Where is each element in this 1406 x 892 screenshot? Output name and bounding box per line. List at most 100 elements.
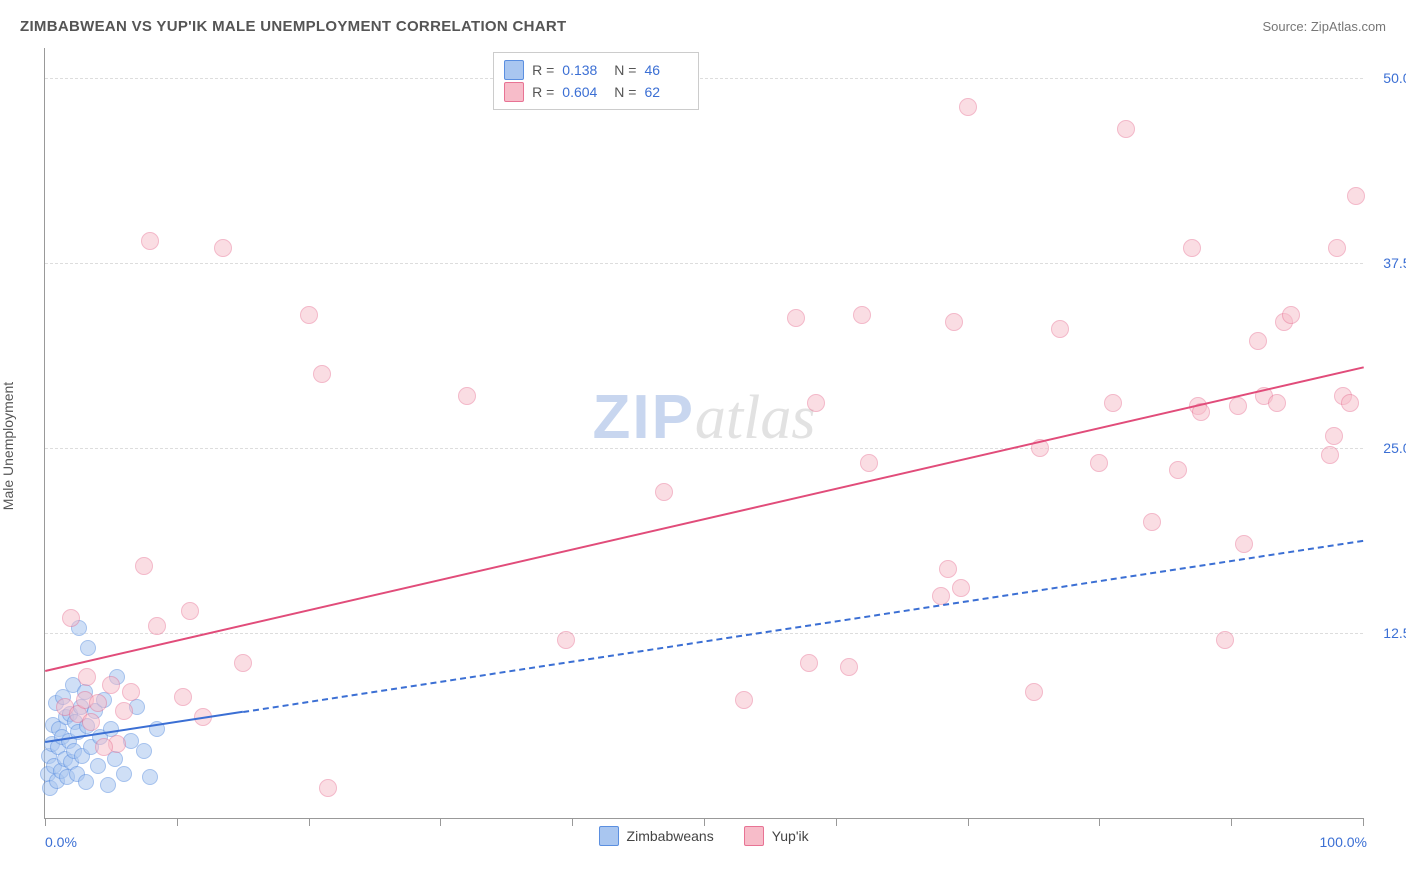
- data-point-yupik: [148, 617, 166, 635]
- data-point-yupik: [1235, 535, 1253, 553]
- legend-swatch: [504, 60, 524, 80]
- data-point-yupik: [174, 688, 192, 706]
- x-tick-label: 0.0%: [45, 834, 77, 850]
- y-tick-label: 50.0%: [1383, 70, 1406, 86]
- data-point-zimbabweans: [142, 769, 158, 785]
- data-point-yupik: [135, 557, 153, 575]
- data-point-yupik: [102, 676, 120, 694]
- plot-inner: 12.5%25.0%37.5%50.0%0.0%100.0%ZIPatlasR …: [45, 48, 1363, 818]
- data-point-yupik: [300, 306, 318, 324]
- x-tick: [572, 818, 573, 826]
- data-point-yupik: [1051, 320, 1069, 338]
- y-tick-label: 25.0%: [1383, 440, 1406, 456]
- watermark: ZIPatlas: [592, 382, 815, 454]
- data-point-yupik: [952, 579, 970, 597]
- legend-label: Yup'ik: [772, 828, 809, 844]
- legend-label: Zimbabweans: [627, 828, 714, 844]
- chart-title: ZIMBABWEAN VS YUP'IK MALE UNEMPLOYMENT C…: [20, 18, 566, 35]
- y-tick-label: 37.5%: [1383, 255, 1406, 271]
- data-point-yupik: [1025, 683, 1043, 701]
- data-point-yupik: [319, 779, 337, 797]
- data-point-yupik: [1143, 513, 1161, 531]
- gridline: [45, 448, 1363, 449]
- data-point-yupik: [458, 387, 476, 405]
- n-value: 62: [644, 84, 688, 100]
- r-label: R =: [532, 84, 554, 100]
- data-point-yupik: [89, 694, 107, 712]
- legend-stats-row: R = 0.604 N = 62: [504, 81, 688, 103]
- legend-item: Yup'ik: [744, 826, 809, 846]
- data-point-yupik: [1090, 454, 1108, 472]
- r-value: 0.138: [562, 62, 606, 78]
- x-tick: [45, 818, 46, 826]
- data-point-yupik: [141, 232, 159, 250]
- data-point-yupik: [735, 691, 753, 709]
- data-point-yupik: [1216, 631, 1234, 649]
- data-point-yupik: [1183, 239, 1201, 257]
- x-tick: [1099, 818, 1100, 826]
- x-tick: [836, 818, 837, 826]
- n-label: N =: [614, 84, 636, 100]
- n-label: N =: [614, 62, 636, 78]
- data-point-yupik: [932, 587, 950, 605]
- r-value: 0.604: [562, 84, 606, 100]
- y-axis-label: Male Unemployment: [0, 382, 16, 510]
- data-point-yupik: [853, 306, 871, 324]
- data-point-yupik: [1249, 332, 1267, 350]
- data-point-yupik: [1341, 394, 1359, 412]
- data-point-yupik: [115, 702, 133, 720]
- gridline: [45, 263, 1363, 264]
- data-point-yupik: [655, 483, 673, 501]
- data-point-yupik: [1282, 306, 1300, 324]
- x-tick: [704, 818, 705, 826]
- data-point-yupik: [1268, 394, 1286, 412]
- data-point-zimbabweans: [80, 640, 96, 656]
- x-tick: [1231, 818, 1232, 826]
- gridline: [45, 78, 1363, 79]
- header-row: ZIMBABWEAN VS YUP'IK MALE UNEMPLOYMENT C…: [20, 18, 1386, 35]
- data-point-zimbabweans: [136, 743, 152, 759]
- data-point-yupik: [62, 609, 80, 627]
- data-point-yupik: [939, 560, 957, 578]
- legend-stats-box: R =0.138N =46R =0.604N =62: [493, 52, 699, 110]
- trend-line: [45, 366, 1363, 672]
- data-point-zimbabweans: [78, 774, 94, 790]
- data-point-yupik: [313, 365, 331, 383]
- chart-plot-area: 12.5%25.0%37.5%50.0%0.0%100.0%ZIPatlasR …: [44, 48, 1363, 819]
- data-point-yupik: [1328, 239, 1346, 257]
- data-point-yupik: [1104, 394, 1122, 412]
- data-point-yupik: [1169, 461, 1187, 479]
- x-tick: [177, 818, 178, 826]
- x-tick-label: 100.0%: [1320, 834, 1367, 850]
- data-point-yupik: [78, 668, 96, 686]
- y-tick-label: 12.5%: [1383, 625, 1406, 641]
- data-point-yupik: [82, 713, 100, 731]
- data-point-zimbabweans: [100, 777, 116, 793]
- x-tick: [440, 818, 441, 826]
- data-point-yupik: [122, 683, 140, 701]
- r-label: R =: [532, 62, 554, 78]
- data-point-yupik: [1347, 187, 1365, 205]
- legend-item: Zimbabweans: [599, 826, 714, 846]
- data-point-yupik: [1117, 120, 1135, 138]
- data-point-yupik: [959, 98, 977, 116]
- legend-swatch: [744, 826, 764, 846]
- data-point-yupik: [181, 602, 199, 620]
- data-point-yupik: [860, 454, 878, 472]
- data-point-zimbabweans: [90, 758, 106, 774]
- x-tick: [309, 818, 310, 826]
- legend-stats-row: R =0.138N =46: [504, 59, 688, 81]
- legend-swatch: [504, 82, 524, 102]
- trend-line: [243, 540, 1364, 713]
- data-point-yupik: [800, 654, 818, 672]
- data-point-yupik: [557, 631, 575, 649]
- data-point-yupik: [214, 239, 232, 257]
- data-point-yupik: [840, 658, 858, 676]
- data-point-yupik: [234, 654, 252, 672]
- data-point-yupik: [1325, 427, 1343, 445]
- data-point-zimbabweans: [116, 766, 132, 782]
- data-point-yupik: [1321, 446, 1339, 464]
- data-point-yupik: [787, 309, 805, 327]
- x-tick: [1363, 818, 1364, 826]
- data-point-yupik: [807, 394, 825, 412]
